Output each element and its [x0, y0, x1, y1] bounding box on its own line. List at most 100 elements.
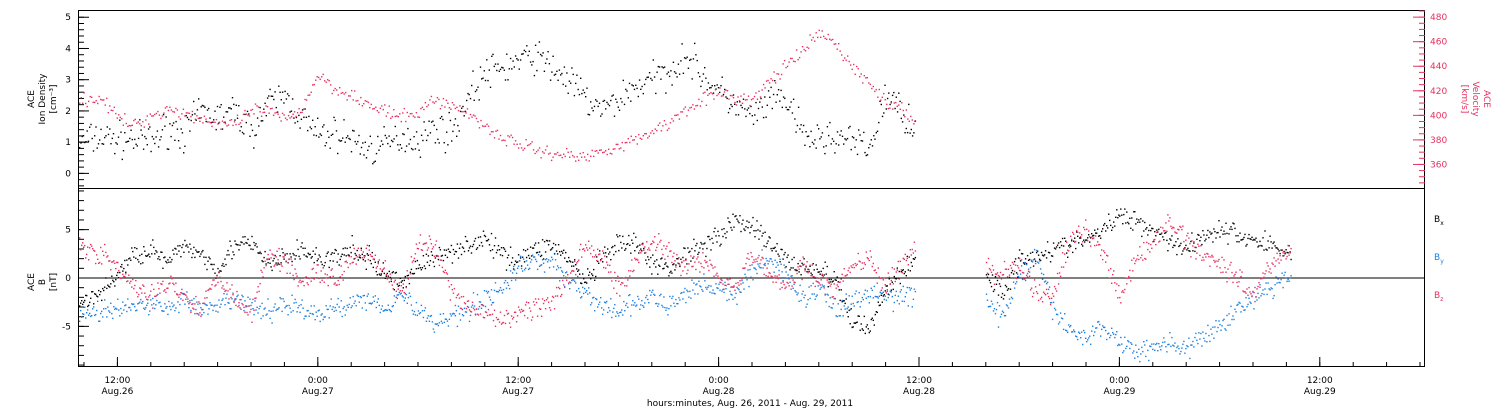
bz-point — [612, 277, 614, 279]
by-point — [561, 270, 563, 272]
bz-point — [713, 275, 715, 277]
bx-point — [262, 260, 264, 263]
velocity-point — [203, 115, 206, 117]
velocity-point — [531, 141, 533, 143]
bx-point — [203, 256, 205, 258]
by-point — [100, 312, 102, 315]
bx-point — [561, 250, 563, 253]
density-point — [96, 147, 98, 149]
bx-point — [881, 301, 883, 303]
bz-point — [747, 252, 749, 255]
by-point — [895, 290, 897, 293]
bx-point — [846, 311, 848, 313]
by-point — [313, 305, 315, 307]
bx-point — [764, 231, 766, 233]
by-point — [299, 311, 301, 313]
bx-point — [1017, 257, 1020, 259]
bx-point — [554, 244, 557, 246]
velocity-point — [295, 115, 297, 118]
velocity-point — [502, 139, 505, 141]
bz-point — [855, 264, 857, 267]
bz-point — [407, 278, 410, 280]
density-point — [514, 55, 517, 57]
by-point — [513, 269, 516, 271]
bz-point — [712, 267, 714, 269]
bx-point — [224, 258, 226, 260]
by-point — [1080, 337, 1082, 339]
by-point — [355, 305, 357, 307]
bz-point — [1178, 229, 1180, 231]
by-point — [716, 287, 718, 289]
bz-point — [741, 278, 743, 280]
bx-point — [760, 224, 762, 227]
bz-point — [295, 272, 297, 275]
by-point — [473, 305, 476, 307]
density-point — [891, 94, 894, 97]
density-point — [189, 130, 191, 132]
density-point — [355, 143, 358, 145]
bx-point — [729, 221, 731, 224]
bz-point — [1176, 232, 1178, 234]
bx-point — [106, 287, 108, 290]
by-point — [907, 305, 909, 307]
bx-point — [1146, 227, 1148, 229]
bx-point — [243, 243, 245, 245]
density-point — [810, 130, 812, 133]
by-point — [372, 296, 374, 298]
bx-point — [1284, 253, 1286, 255]
density-point — [171, 124, 174, 127]
bx-point — [186, 244, 188, 246]
bx-point — [80, 302, 82, 304]
by-point — [900, 289, 902, 291]
bx-point — [314, 253, 316, 255]
bx-point — [453, 253, 456, 255]
velocity-point — [130, 125, 132, 127]
bz-point — [503, 314, 506, 317]
by-point — [587, 293, 589, 295]
velocity-point — [725, 89, 727, 91]
bx-point — [110, 283, 112, 285]
bz-point — [725, 284, 727, 287]
by-point — [899, 291, 901, 293]
bx-point — [331, 252, 333, 254]
bx-point — [689, 250, 691, 253]
bx-point — [598, 262, 600, 264]
velocity-point — [794, 60, 796, 63]
bx-point — [225, 263, 227, 266]
by-point — [407, 296, 410, 299]
bz-point — [1077, 231, 1079, 233]
bx-point — [1287, 252, 1289, 254]
bz-point — [390, 278, 392, 280]
by-point — [830, 306, 832, 309]
bx-point — [356, 249, 358, 252]
bz-point — [278, 247, 280, 250]
bx-point — [807, 268, 809, 271]
by-point — [550, 256, 553, 258]
bz-point — [649, 249, 651, 251]
by-point — [1159, 346, 1161, 348]
bz-point — [655, 249, 657, 251]
by-point — [1079, 332, 1081, 334]
bx-point — [1163, 239, 1165, 241]
by-point — [396, 294, 398, 296]
bz-point — [892, 283, 894, 285]
bx-point — [222, 263, 224, 265]
bz-point — [1008, 274, 1011, 276]
by-point — [594, 310, 596, 312]
bx-point — [789, 269, 791, 271]
density-point — [243, 133, 245, 135]
density-point — [757, 107, 760, 110]
bz-point — [514, 311, 517, 313]
bz-point — [80, 249, 82, 251]
bx-point — [1120, 208, 1122, 210]
bx-point — [864, 332, 866, 335]
bz-point — [569, 281, 571, 283]
density-point — [104, 136, 106, 139]
bz-point — [562, 279, 564, 282]
velocity-point — [127, 125, 129, 128]
density-point — [89, 126, 91, 128]
bx-point — [623, 243, 625, 245]
bz-point — [1244, 291, 1246, 293]
density-point — [196, 109, 199, 111]
